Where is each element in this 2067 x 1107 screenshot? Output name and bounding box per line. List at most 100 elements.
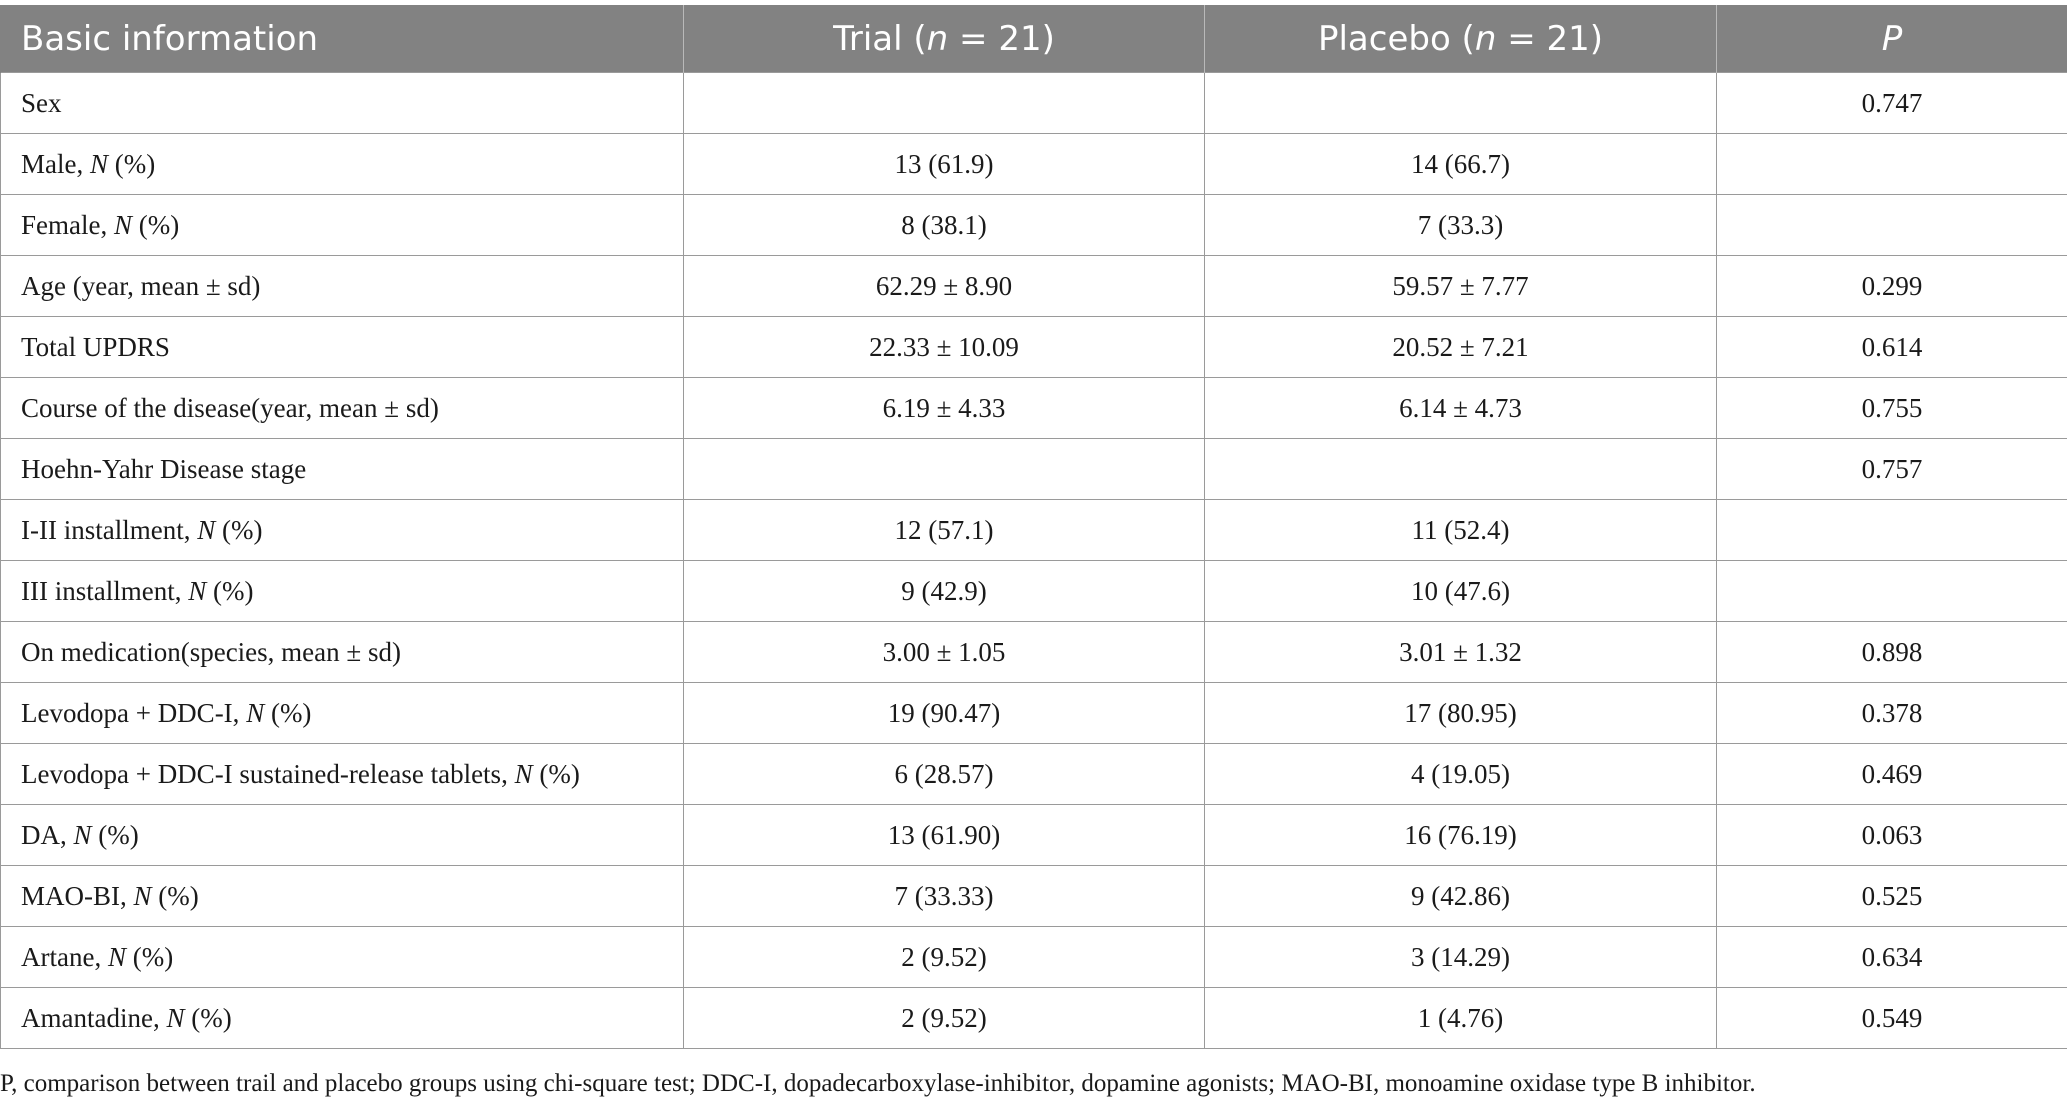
- placebo-value-cell: 6.14 ± 4.73: [1204, 377, 1717, 439]
- p-value-cell: [1716, 560, 2067, 622]
- trial-value-cell: 13 (61.9): [683, 133, 1205, 195]
- row-label-cell: MAO-BI, N (%): [0, 865, 684, 927]
- row-label-cell: Levodopa + DDC-I sustained-release table…: [0, 743, 684, 805]
- p-value-cell: 0.549: [1716, 987, 2067, 1049]
- table-row: III installment, N (%) 9 (42.9) 10 (47.6): [0, 560, 2067, 622]
- placebo-value-cell: 16 (76.19): [1204, 804, 1717, 866]
- row-label-suffix: (%): [108, 148, 156, 179]
- row-label-cell: Male, N (%): [0, 133, 684, 195]
- row-label-cell: Age (year, mean ± sd): [0, 255, 684, 317]
- row-label-cell: Sex: [0, 72, 684, 134]
- trial-value-cell: 19 (90.47): [683, 682, 1205, 744]
- placebo-value-cell: 20.52 ± 7.21: [1204, 316, 1717, 378]
- placebo-value-cell: 9 (42.86): [1204, 865, 1717, 927]
- row-label: On medication(species, mean ± sd): [21, 636, 401, 667]
- placebo-value-cell: 11 (52.4): [1204, 499, 1717, 561]
- row-label: Male,: [21, 148, 90, 179]
- row-label: Sex: [21, 87, 62, 118]
- table-body: Sex 0.747 Male, N (%) 13 (61.9) 14 (66.7) Fem…: [0, 72, 2067, 1049]
- table-row: On medication(species, mean ± sd) 3.00 ± …: [0, 621, 2067, 683]
- placebo-value-cell: [1204, 72, 1717, 134]
- row-label: Artane,: [21, 941, 108, 972]
- table-row: DA, N (%) 13 (61.90) 16 (76.19) 0.063: [0, 804, 2067, 866]
- trial-value-cell: 9 (42.9): [683, 560, 1205, 622]
- row-label-italic: N: [246, 697, 265, 728]
- row-label-italic: N: [73, 819, 92, 850]
- trial-value-cell: 6 (28.57): [683, 743, 1205, 805]
- trial-value-cell: 6.19 ± 4.33: [683, 377, 1205, 439]
- row-label-suffix: (%): [91, 819, 139, 850]
- row-label-italic: N: [514, 758, 533, 789]
- row-label-suffix: (%): [125, 941, 174, 972]
- table-header: Basic information Trial (n = 21) Placebo…: [0, 5, 2067, 73]
- p-value-cell: 0.898: [1716, 621, 2067, 683]
- header-trial-post: = 21): [948, 18, 1055, 59]
- table-row: Female, N (%) 8 (38.1) 7 (33.3): [0, 194, 2067, 256]
- table-row: Total UPDRS 22.33 ± 10.09 20.52 ± 7.21 0.61…: [0, 316, 2067, 378]
- trial-value-cell: 62.29 ± 8.90: [683, 255, 1205, 317]
- row-label: Amantadine,: [21, 1002, 167, 1033]
- header-placebo-n: n: [1474, 18, 1497, 59]
- row-label-italic: N: [107, 941, 126, 972]
- p-value-cell: 0.469: [1716, 743, 2067, 805]
- row-label-cell: Levodopa + DDC-I, N (%): [0, 682, 684, 744]
- row-label-cell: Total UPDRS: [0, 316, 684, 378]
- row-label-italic: N: [197, 514, 216, 545]
- p-value-cell: 0.525: [1716, 865, 2067, 927]
- trial-value-cell: 12 (57.1): [683, 499, 1205, 561]
- placebo-value-cell: 1 (4.76): [1204, 987, 1717, 1049]
- row-label-italic: N: [133, 880, 152, 911]
- table-row: Hoehn-Yahr Disease stage 0.757: [0, 438, 2067, 500]
- table-row: Levodopa + DDC-I sustained-release table…: [0, 743, 2067, 805]
- row-label-italic: N: [113, 209, 132, 240]
- row-label-italic: N: [166, 1002, 185, 1033]
- header-trial: Trial (n = 21): [683, 5, 1205, 73]
- placebo-value-cell: [1204, 438, 1717, 500]
- trial-value-cell: 13 (61.90): [683, 804, 1205, 866]
- table-row: Age (year, mean ± sd) 62.29 ± 8.90 59.57 ±…: [0, 255, 2067, 317]
- p-value-cell: 0.299: [1716, 255, 2067, 317]
- p-value-cell: 0.378: [1716, 682, 2067, 744]
- row-label-suffix: (%): [151, 880, 199, 911]
- trial-value-cell: 2 (9.52): [683, 987, 1205, 1049]
- placebo-value-cell: 17 (80.95): [1204, 682, 1717, 744]
- header-row: Basic information Trial (n = 21) Placebo…: [0, 5, 2067, 73]
- row-label-cell: Course of the disease(year, mean ± sd): [0, 377, 684, 439]
- placebo-value-cell: 3 (14.29): [1204, 926, 1717, 988]
- baseline-table-container: Basic information Trial (n = 21) Placebo…: [0, 5, 2067, 1049]
- row-label-cell: DA, N (%): [0, 804, 684, 866]
- trial-value-cell: 8 (38.1): [683, 194, 1205, 256]
- placebo-value-cell: 3.01 ± 1.32: [1204, 621, 1717, 683]
- table-row: Amantadine, N (%) 2 (9.52) 1 (4.76) 0.549: [0, 987, 2067, 1049]
- table-row: Levodopa + DDC-I, N (%) 19 (90.47) 17 (80.…: [0, 682, 2067, 744]
- table-row: I-II installment, N (%) 12 (57.1) 11 (52.4…: [0, 499, 2067, 561]
- trial-value-cell: 7 (33.33): [683, 865, 1205, 927]
- table-footnote: P, comparison between trail and placebo …: [0, 1070, 1756, 1097]
- row-label-suffix: (%): [532, 758, 580, 789]
- row-label-cell: III installment, N (%): [0, 560, 684, 622]
- trial-value-cell: 22.33 ± 10.09: [683, 316, 1205, 378]
- header-trial-n: n: [926, 18, 949, 59]
- placebo-value-cell: 7 (33.3): [1204, 194, 1717, 256]
- table-row: Artane, N (%) 2 (9.52) 3 (14.29) 0.634: [0, 926, 2067, 988]
- row-label: Total UPDRS: [21, 331, 170, 362]
- header-trial-pre: Trial (: [833, 18, 927, 59]
- p-value-cell: 0.755: [1716, 377, 2067, 439]
- header-placebo: Placebo (n = 21): [1204, 5, 1717, 73]
- row-label-suffix: (%): [132, 209, 180, 240]
- row-label-suffix: (%): [206, 575, 254, 606]
- table-row: Sex 0.747: [0, 72, 2067, 134]
- row-label: MAO-BI,: [21, 880, 134, 911]
- trial-value-cell: [683, 72, 1205, 134]
- trial-value-cell: 2 (9.52): [683, 926, 1205, 988]
- row-label: III installment,: [21, 575, 189, 606]
- trial-value-cell: [683, 438, 1205, 500]
- trial-value-cell: 3.00 ± 1.05: [683, 621, 1205, 683]
- row-label-cell: I-II installment, N (%): [0, 499, 684, 561]
- p-value-cell: [1716, 194, 2067, 256]
- row-label-italic: N: [188, 575, 207, 606]
- p-value-cell: 0.757: [1716, 438, 2067, 500]
- row-label-cell: On medication(species, mean ± sd): [0, 621, 684, 683]
- table-row: Male, N (%) 13 (61.9) 14 (66.7): [0, 133, 2067, 195]
- row-label-cell: Female, N (%): [0, 194, 684, 256]
